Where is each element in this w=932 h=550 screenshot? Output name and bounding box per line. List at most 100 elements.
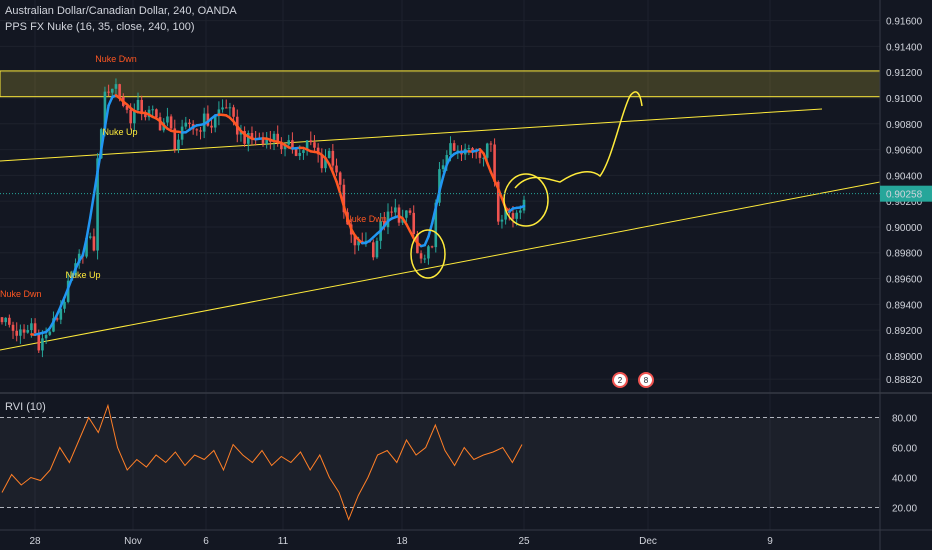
- circle-annotation: [410, 229, 446, 279]
- nuke-line-segment: [346, 217, 353, 231]
- nuke-line-segment: [445, 155, 452, 166]
- event-badge-icon: [612, 372, 628, 388]
- candle-body: [338, 172, 342, 185]
- candle-body: [434, 202, 438, 248]
- candle-body: [0, 317, 4, 323]
- time-tick-label: 9: [767, 536, 773, 547]
- candle-body: [41, 338, 44, 351]
- price-tick-label: 0.88820: [886, 375, 923, 386]
- rvi-tick-label: 40.00: [892, 474, 917, 485]
- nuke-line-segment: [519, 204, 526, 209]
- candle-body: [199, 130, 202, 132]
- candle-body: [96, 158, 99, 251]
- candle-body: [33, 323, 37, 333]
- signal-label: Nuke Dwn: [0, 289, 42, 299]
- candle-body: [129, 109, 132, 124]
- event-badge-count: 2: [618, 376, 623, 385]
- price-tick-label: 0.89800: [886, 249, 923, 260]
- nuke-line-segment: [52, 313, 59, 324]
- candle-body: [224, 107, 228, 109]
- candle-body: [298, 152, 302, 156]
- indicator-legend: PPS FX Nuke (16, 35, close, 240, 100): [5, 21, 195, 33]
- nuke-line-segment: [85, 216, 92, 240]
- candle-body: [316, 147, 320, 155]
- candle-body: [357, 241, 360, 246]
- candle-body: [184, 122, 188, 127]
- price-tick-label: 0.90200: [886, 197, 923, 208]
- time-tick-label: Nov: [124, 536, 142, 547]
- price-tick-label: 0.90600: [886, 146, 923, 157]
- candle-body: [386, 211, 390, 228]
- candle-body: [324, 157, 327, 169]
- candle-body: [515, 212, 518, 219]
- price-tick-label: 0.91200: [886, 68, 923, 79]
- nuke-line-segment: [96, 148, 103, 173]
- candle-body: [482, 157, 485, 159]
- candle-body: [169, 116, 173, 129]
- nuke-line-segment: [331, 171, 338, 183]
- time-tick-label: 6: [203, 536, 209, 547]
- signal-label: Nuke Up: [65, 270, 100, 280]
- price-tick-label: 0.89200: [886, 326, 923, 337]
- candle-body: [287, 140, 291, 145]
- candle-body: [331, 150, 335, 166]
- candle-body: [423, 258, 427, 260]
- price-tick-label: 0.91400: [886, 42, 923, 53]
- candle-body: [276, 133, 280, 144]
- candle-body: [26, 330, 30, 333]
- rvi-band: [0, 417, 880, 508]
- candle-body: [246, 133, 250, 144]
- candle-body: [419, 253, 423, 259]
- candle-body: [166, 116, 169, 123]
- candle-body: [342, 184, 346, 213]
- nuke-line-segment: [92, 170, 99, 196]
- price-tick-label: 0.90400: [886, 171, 923, 182]
- candle-body: [140, 99, 143, 115]
- candle-body: [136, 99, 140, 111]
- price-tick-label: 0.89400: [886, 300, 923, 311]
- candle-body: [213, 116, 217, 128]
- candle-body: [478, 151, 482, 158]
- candle-body: [210, 125, 213, 128]
- candle-body: [206, 113, 210, 126]
- nuke-line-segment: [493, 179, 500, 190]
- candle-body: [11, 324, 15, 331]
- nuke-line-segment: [349, 227, 357, 237]
- candle-body: [77, 253, 81, 264]
- time-tick-label: 11: [278, 536, 289, 547]
- candle-body: [4, 317, 7, 323]
- candle-body: [243, 131, 246, 144]
- candle-body: [471, 148, 474, 152]
- candle-body: [103, 91, 107, 130]
- candle-body: [195, 129, 199, 131]
- nuke-line-segment: [482, 152, 489, 165]
- rvi-line: [1, 403, 523, 521]
- time-tick-label: 28: [29, 536, 41, 547]
- candle-body: [92, 236, 96, 251]
- time-tick-label: Dec: [639, 536, 657, 547]
- nuke-line-segment: [423, 235, 430, 247]
- candle-body: [59, 308, 63, 320]
- candle-body: [19, 329, 22, 336]
- candle-body: [291, 140, 294, 150]
- candle-body: [228, 107, 232, 109]
- nuke-line-segment: [327, 162, 335, 174]
- nuke-line-segment: [338, 192, 346, 208]
- time-tick-label: 18: [396, 536, 408, 547]
- nuke-line-segment: [100, 125, 107, 151]
- nuke-line-segment: [107, 95, 114, 107]
- candle-body: [441, 165, 445, 170]
- candle-body: [232, 107, 235, 117]
- candle-body: [445, 155, 449, 166]
- candle-body: [125, 105, 129, 110]
- candle-body: [390, 211, 393, 213]
- candle-body: [151, 109, 155, 111]
- rvi-tick-label: 80.00: [892, 414, 917, 425]
- symbol-legend: Australian Dollar/Canadian Dollar, 240, …: [5, 5, 237, 17]
- candle-body: [37, 332, 41, 351]
- nuke-line-segment: [408, 229, 415, 240]
- candle-body: [85, 237, 88, 257]
- event-badge-count: 8: [644, 376, 649, 385]
- candle-body: [511, 213, 515, 219]
